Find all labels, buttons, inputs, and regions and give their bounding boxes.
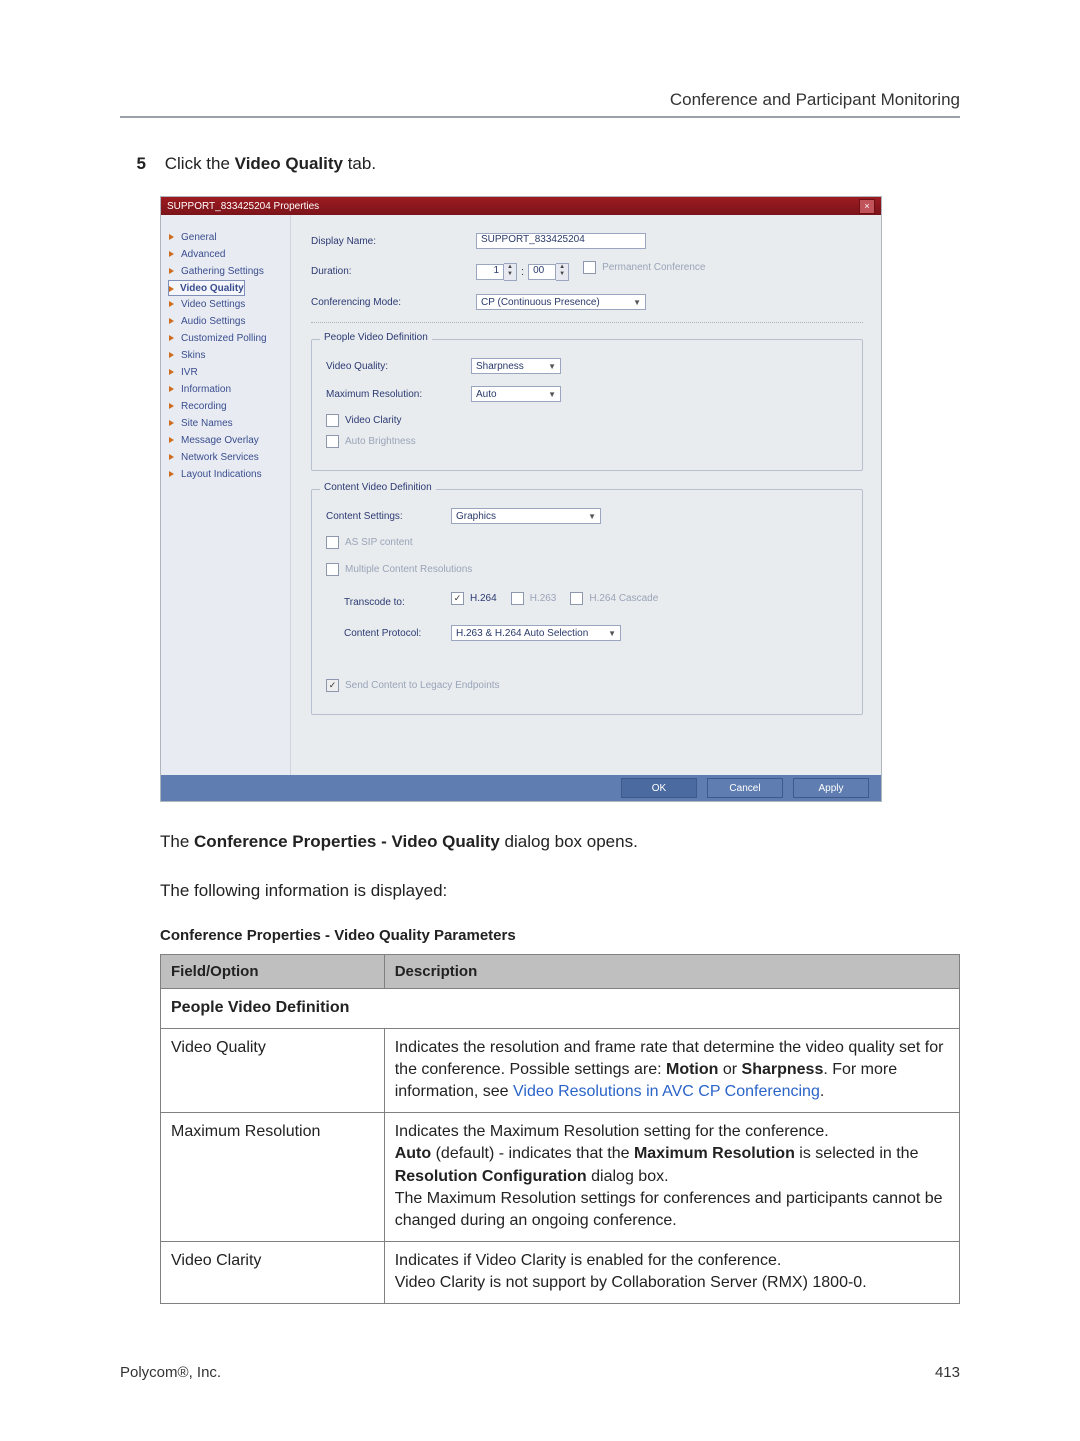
close-icon[interactable]: × bbox=[859, 199, 875, 214]
sidebar-item[interactable]: Gathering Settings bbox=[169, 263, 282, 280]
page-footer: Polycom®, Inc. 413 bbox=[120, 1364, 960, 1381]
conf-mode-select[interactable]: CP (Continuous Presence)▼ bbox=[476, 294, 646, 310]
td-name: Maximum Resolution bbox=[161, 1112, 385, 1241]
dialog-titlebar: SUPPORT_833425204 Properties × bbox=[161, 197, 881, 215]
table-row: Video Clarity Indicates if Video Clarity… bbox=[161, 1241, 960, 1303]
h263-checkbox: H.263 bbox=[511, 592, 557, 605]
sidebar-item[interactable]: Information bbox=[169, 381, 282, 398]
max-resolution-label: Maximum Resolution: bbox=[326, 389, 471, 400]
separator bbox=[311, 322, 863, 323]
duration-hours[interactable]: 1 bbox=[476, 264, 504, 280]
chevron-down-icon: ▼ bbox=[608, 629, 616, 638]
ok-button[interactable]: OK bbox=[621, 778, 697, 798]
paragraph: The following information is displayed: bbox=[160, 879, 960, 904]
sidebar-item[interactable]: IVR bbox=[169, 364, 282, 381]
duration-sep: : bbox=[521, 266, 524, 278]
table-title: Conference Properties - Video Quality Pa… bbox=[160, 927, 960, 944]
td-name: Video Quality bbox=[161, 1028, 385, 1112]
sidebar-item[interactable]: Message Overlay bbox=[169, 432, 282, 449]
sidebar-item[interactable]: Site Names bbox=[169, 415, 282, 432]
send-legacy-checkbox: ✓Send Content to Legacy Endpoints bbox=[326, 679, 500, 692]
dialog-sidebar: GeneralAdvancedGathering SettingsVideo Q… bbox=[161, 215, 291, 775]
sidebar-item[interactable]: Layout Indications bbox=[169, 466, 282, 483]
apply-button[interactable]: Apply bbox=[793, 778, 869, 798]
content-protocol-select[interactable]: H.263 & H.264 Auto Selection▼ bbox=[451, 625, 621, 641]
content-protocol-label: Content Protocol: bbox=[344, 628, 451, 639]
td-desc: Indicates if Video Clarity is enabled fo… bbox=[384, 1241, 959, 1303]
duration-label: Duration: bbox=[311, 266, 476, 277]
max-resolution-select[interactable]: Auto▼ bbox=[471, 386, 561, 402]
duration-minutes[interactable]: 00 bbox=[528, 264, 556, 280]
td-desc: Indicates the resolution and frame rate … bbox=[384, 1028, 959, 1112]
link-video-resolutions[interactable]: Video Resolutions in AVC CP Conferencing bbox=[513, 1083, 820, 1100]
dialog-main: Display Name: SUPPORT_833425204 Duration… bbox=[291, 215, 881, 775]
video-quality-label: Video Quality: bbox=[326, 361, 471, 372]
footer-left: Polycom®, Inc. bbox=[120, 1364, 221, 1381]
hours-stepper[interactable]: ▲▼ bbox=[504, 263, 517, 281]
chevron-down-icon: ▼ bbox=[588, 512, 596, 521]
sidebar-item[interactable]: Recording bbox=[169, 398, 282, 415]
display-name-label: Display Name: bbox=[311, 236, 476, 247]
minutes-stepper[interactable]: ▲▼ bbox=[556, 263, 569, 281]
th-field: Field/Option bbox=[161, 955, 385, 989]
pvd-legend: People Video Definition bbox=[320, 332, 432, 343]
cancel-button[interactable]: Cancel bbox=[707, 778, 783, 798]
sidebar-item[interactable]: Video Quality bbox=[168, 280, 245, 296]
step-line: 5 Click the Video Quality tab. bbox=[120, 154, 960, 174]
transcode-label: Transcode to: bbox=[344, 597, 451, 608]
people-video-definition-group: People Video Definition Video Quality: S… bbox=[311, 339, 863, 471]
parameters-table: Field/Option Description People Video De… bbox=[160, 954, 960, 1303]
multiple-resolutions-checkbox: Multiple Content Resolutions bbox=[326, 563, 472, 576]
chevron-down-icon: ▼ bbox=[633, 298, 641, 307]
chevron-down-icon: ▼ bbox=[548, 362, 556, 371]
permanent-checkbox: Permanent Conference bbox=[583, 261, 705, 274]
h264-cascade-checkbox: H.264 Cascade bbox=[570, 592, 658, 605]
conf-mode-label: Conferencing Mode: bbox=[311, 297, 476, 308]
td-desc: Indicates the Maximum Resolution setting… bbox=[384, 1112, 959, 1241]
as-sip-checkbox: AS SIP content bbox=[326, 536, 413, 549]
header-rule bbox=[120, 116, 960, 118]
dialog-title: SUPPORT_833425204 Properties bbox=[167, 201, 319, 212]
screenshot-dialog: SUPPORT_833425204 Properties × GeneralAd… bbox=[160, 196, 882, 802]
footer-right: 413 bbox=[935, 1364, 960, 1381]
step-text-bold: Video Quality bbox=[235, 154, 343, 173]
step-number: 5 bbox=[120, 154, 146, 174]
video-clarity-checkbox[interactable]: Video Clarity bbox=[326, 414, 402, 427]
chevron-down-icon: ▼ bbox=[548, 390, 556, 399]
h264-checkbox[interactable]: ✓H.264 bbox=[451, 592, 497, 605]
table-section: People Video Definition bbox=[161, 989, 960, 1028]
sidebar-item[interactable]: Customized Polling bbox=[169, 330, 282, 347]
sidebar-item[interactable]: Video Settings bbox=[169, 296, 282, 313]
sidebar-item[interactable]: General bbox=[169, 229, 282, 246]
cvd-legend: Content Video Definition bbox=[320, 482, 436, 493]
content-settings-label: Content Settings: bbox=[326, 511, 451, 522]
content-video-definition-group: Content Video Definition Content Setting… bbox=[311, 489, 863, 715]
sidebar-item[interactable]: Advanced bbox=[169, 246, 282, 263]
dialog-button-bar: OK Cancel Apply bbox=[161, 775, 881, 801]
video-quality-select[interactable]: Sharpness▼ bbox=[471, 358, 561, 374]
td-name: Video Clarity bbox=[161, 1241, 385, 1303]
table-row: Maximum Resolution Indicates the Maximum… bbox=[161, 1112, 960, 1241]
auto-brightness-checkbox: Auto Brightness bbox=[326, 435, 416, 448]
step-text-post: tab. bbox=[343, 154, 376, 173]
display-name-field[interactable]: SUPPORT_833425204 bbox=[476, 233, 646, 249]
page-header: Conference and Participant Monitoring bbox=[120, 90, 960, 110]
sidebar-item[interactable]: Audio Settings bbox=[169, 313, 282, 330]
paragraph: The Conference Properties - Video Qualit… bbox=[160, 830, 960, 855]
step-text-pre: Click the bbox=[165, 154, 235, 173]
content-settings-select[interactable]: Graphics▼ bbox=[451, 508, 601, 524]
table-row: Video Quality Indicates the resolution a… bbox=[161, 1028, 960, 1112]
sidebar-item[interactable]: Skins bbox=[169, 347, 282, 364]
th-desc: Description bbox=[384, 955, 959, 989]
sidebar-item[interactable]: Network Services bbox=[169, 449, 282, 466]
